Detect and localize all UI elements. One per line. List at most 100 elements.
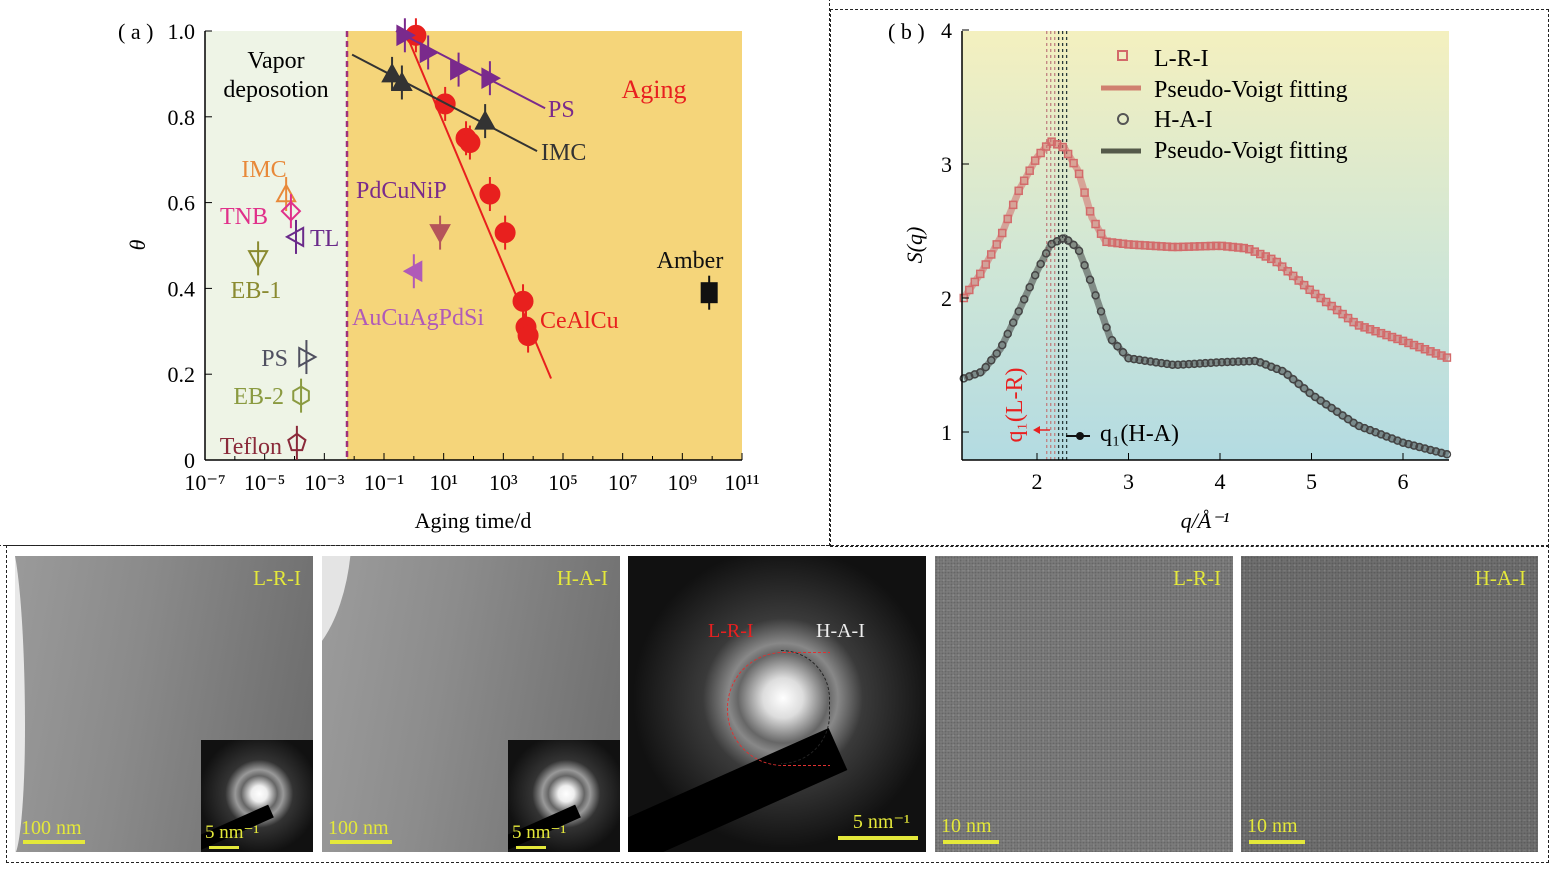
series-cealcu-point [479, 183, 501, 205]
series-tnb-vapor-label: TNB [220, 204, 268, 230]
legend-marker-h-a-i [1117, 113, 1129, 125]
series-l-r-i-point [1371, 326, 1380, 336]
series-h-a-i-point [1245, 356, 1254, 366]
series-l-r-i-point [1162, 242, 1172, 251]
x-tick-label: 5 [1306, 469, 1317, 494]
chart-b: 2 3 4 5 6 1 2 3 4 ( b ) q/Å⁻¹ S(q) L-R-I Pseudo-Voigt… [888, 18, 1452, 533]
series-h-a-i-point [1283, 370, 1292, 379]
series-l-r-i-point [1245, 244, 1254, 254]
series-l-r-i-point [1261, 252, 1270, 261]
series-l-r-i-point [1431, 349, 1441, 358]
series-l-r-i-point [1030, 156, 1040, 165]
series-eb-1-vapor-point [247, 250, 269, 270]
series-ps-vapor-label: PS [261, 346, 288, 372]
series-l-r-i-point [1217, 241, 1227, 251]
series-pdcunip-label: PdCuNiP [356, 178, 447, 204]
series-aucuagpdsi-point [402, 260, 423, 283]
series-tnb-vapor-point [280, 200, 302, 222]
series-h-a-i-point [1113, 341, 1122, 351]
series-ps-label: PS [548, 97, 575, 123]
series-l-r-i-point [1382, 330, 1391, 340]
series-l-r-i-point [1184, 242, 1194, 251]
series-h-a-i-point [1228, 357, 1238, 367]
series-aucuagpdsi-label: AuCuAgPdSi [352, 305, 484, 331]
x-tick-label: 3 [1123, 469, 1134, 494]
series-l-r-i-point [1025, 166, 1034, 175]
series-h-a-i-point [1069, 240, 1078, 250]
y-axis-label: θ [125, 239, 150, 250]
series-cealcu-point [517, 325, 539, 347]
series-amber-point [700, 282, 718, 304]
series-l-r-i-point [970, 277, 980, 287]
series-l-r-i-point [1190, 242, 1199, 251]
series-h-a-i-point [1168, 360, 1177, 369]
series-h-a-i-point [1025, 283, 1034, 292]
series-imc-vapor-point [275, 182, 297, 203]
tem-label: H-A-I [556, 566, 608, 590]
series-h-a-i-point [1107, 335, 1117, 345]
series-pdcunip-point [429, 224, 451, 244]
scale-bar-label: 10 nm [1247, 815, 1298, 837]
series-l-r-i-point [1058, 142, 1067, 152]
series-l-r-i-point [1299, 280, 1309, 290]
series-h-a-i-point [959, 374, 969, 383]
peak-label-l-r: q₁(L-R) [1002, 367, 1028, 442]
y-axis-label: S(q) [902, 227, 927, 264]
series-ps-vapor-point [298, 346, 318, 368]
series-l-r-i-point [1157, 242, 1166, 251]
x-tick-label: 10¹ [429, 470, 458, 495]
y-tick-label: 0.4 [168, 276, 196, 301]
series-h-a-i-point [1409, 441, 1419, 450]
series-h-a-i-point [1437, 448, 1446, 458]
series-h-a-i-point [1146, 357, 1155, 366]
series-h-a-i-point [1223, 357, 1232, 367]
series-cealcu-label: CeAlCu [540, 308, 619, 334]
series-l-r-i-point [965, 285, 974, 295]
series-l-r-i-point [976, 269, 985, 279]
series-h-a-i-point [970, 370, 980, 379]
series-h-a-i-point [1376, 430, 1386, 439]
series-l-r-i-point [1376, 328, 1386, 338]
series-cealcu-point [512, 290, 534, 312]
x-tick-label: 10³ [489, 470, 518, 495]
series-ps-point [419, 41, 440, 64]
series-h-a-i-point [1129, 354, 1139, 364]
series-l-r-i-point [1393, 334, 1402, 344]
series-l-r-i-point [1003, 214, 1012, 224]
series-l-r-i-point [1234, 243, 1243, 252]
scale-bar [1249, 840, 1305, 844]
series-h-a-i-point [1398, 438, 1408, 447]
series-l-r-i-point [1179, 242, 1188, 252]
series-h-a-i-point [987, 356, 996, 365]
series-l-r-i-point [997, 228, 1007, 238]
series-h-a-i-point [1124, 354, 1133, 363]
series-l-r-i-point [981, 260, 991, 269]
series-h-a-i-point [1014, 307, 1023, 316]
series-h-a-i-point [976, 368, 985, 377]
x-tick-label: 10⁻³ [304, 470, 345, 495]
series-l-r-i-point [1228, 242, 1238, 252]
series-l-r-i-point [1074, 169, 1084, 179]
series-h-a-i-point [1294, 379, 1303, 389]
series-l-r-i-point [1250, 247, 1260, 256]
series-h-a-i-point [1091, 291, 1100, 300]
legend-label: Pseudo-Voigt fitting [1154, 77, 1348, 103]
series-h-a-i-point [1250, 356, 1260, 366]
region-vapor-deposition [205, 31, 348, 460]
series-l-r-i-point [1085, 207, 1095, 216]
series-l-r-i-point [1019, 176, 1029, 185]
inset-scale-label: 5 nm⁻¹ [205, 822, 260, 843]
series-imc-vapor-label: IMC [241, 157, 286, 183]
series-h-a-i-point [1234, 357, 1243, 366]
series-l-r-i-point [1195, 242, 1205, 251]
series-h-a-i-point [1041, 249, 1051, 258]
series-l-r-i-point [1168, 242, 1177, 252]
tem-frame [6, 545, 1549, 863]
series-l-r-i-point [1398, 336, 1408, 346]
series-h-a-i-point [1036, 259, 1045, 269]
series-l-r-i-point [1294, 276, 1303, 285]
series-h-a-i-point [1118, 348, 1128, 357]
series-imc-point [381, 62, 403, 83]
x-tick-label: 10⁷ [608, 470, 638, 495]
series-l-r-i-point [1080, 188, 1089, 197]
